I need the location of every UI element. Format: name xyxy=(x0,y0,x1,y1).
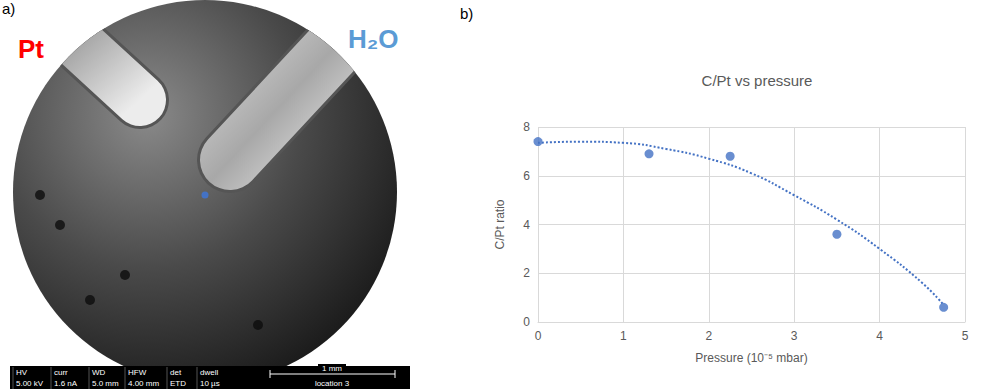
svg-text:4: 4 xyxy=(876,329,883,343)
svg-text:10 µs: 10 µs xyxy=(200,379,220,388)
svg-text:ETD: ETD xyxy=(170,379,186,388)
svg-text:WD: WD xyxy=(92,368,106,377)
svg-text:curr: curr xyxy=(54,368,68,377)
svg-text:2: 2 xyxy=(705,329,712,343)
svg-text:1.6 nA: 1.6 nA xyxy=(54,379,78,388)
svg-text:1: 1 xyxy=(620,329,627,343)
svg-text:C/Pt vs pressure: C/Pt vs pressure xyxy=(702,72,813,89)
svg-text:HV: HV xyxy=(16,368,28,377)
svg-text:4: 4 xyxy=(523,218,530,232)
svg-text:6: 6 xyxy=(523,169,530,183)
svg-text:Pressure (10⁻⁵ mbar): Pressure (10⁻⁵ mbar) xyxy=(695,351,807,365)
svg-text:a): a) xyxy=(2,0,15,17)
svg-text:0: 0 xyxy=(535,329,542,343)
svg-text:2: 2 xyxy=(523,266,530,280)
svg-text:H₂O: H₂O xyxy=(348,24,399,54)
svg-text:location 3: location 3 xyxy=(315,379,350,388)
svg-text:3: 3 xyxy=(791,329,798,343)
svg-text:C/Pt ratio: C/Pt ratio xyxy=(493,199,507,249)
svg-text:4.00 mm: 4.00 mm xyxy=(128,379,159,388)
svg-text:0: 0 xyxy=(523,315,530,329)
svg-text:8: 8 xyxy=(523,120,530,134)
svg-text:5: 5 xyxy=(962,329,969,343)
svg-text:HFW: HFW xyxy=(128,368,147,377)
svg-text:dwell: dwell xyxy=(200,368,218,377)
svg-text:5.0 mm: 5.0 mm xyxy=(92,379,119,388)
svg-text:det: det xyxy=(170,368,182,377)
svg-text:1 mm: 1 mm xyxy=(322,364,342,373)
svg-text:b): b) xyxy=(460,5,473,22)
svg-text:5.00 kV: 5.00 kV xyxy=(16,379,44,388)
svg-text:Pt: Pt xyxy=(18,34,44,64)
